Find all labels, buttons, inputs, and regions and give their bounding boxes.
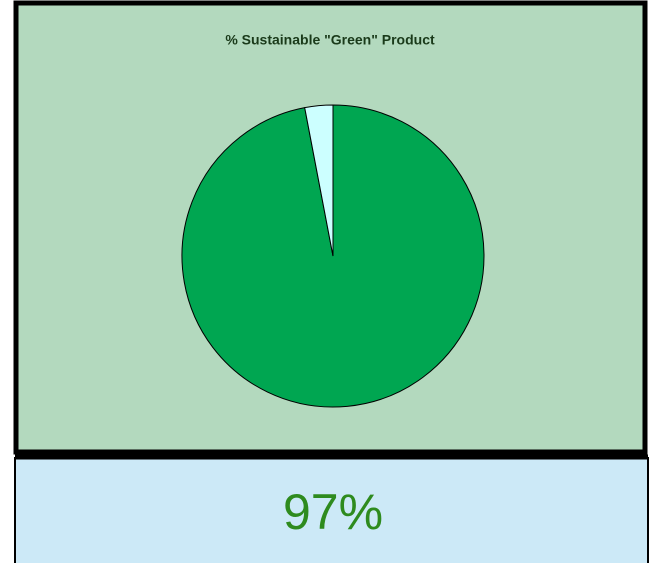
- summary-box: [15, 457, 648, 563]
- pie-slice: [304, 104, 334, 257]
- chart-title: % Sustainable "Green" Product: [225, 32, 435, 48]
- summary-value: 97%: [283, 484, 383, 540]
- pie: [181, 104, 485, 408]
